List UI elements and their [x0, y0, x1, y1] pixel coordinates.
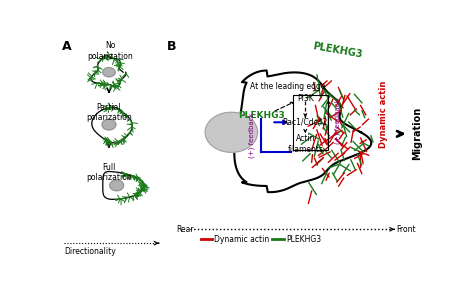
Polygon shape: [92, 107, 132, 143]
Text: Dynamic actin: Dynamic actin: [214, 235, 270, 244]
Polygon shape: [103, 68, 115, 77]
Polygon shape: [205, 112, 257, 152]
Text: PLEKHG3: PLEKHG3: [238, 111, 285, 120]
Text: A: A: [62, 40, 72, 53]
Text: PLEKHG3: PLEKHG3: [286, 235, 321, 244]
Text: PI3K: PI3K: [297, 94, 314, 103]
Text: Directionality: Directionality: [64, 247, 116, 256]
Text: Rear: Rear: [176, 225, 193, 234]
Text: No
polarization: No polarization: [88, 41, 133, 61]
Bar: [293, 94, 328, 150]
Text: Front: Front: [396, 225, 416, 234]
Text: At the leading edge: At the leading edge: [250, 81, 325, 90]
Text: B: B: [167, 40, 176, 53]
Polygon shape: [109, 180, 124, 191]
Text: PLEKHG3: PLEKHG3: [312, 41, 363, 60]
Text: Partial
polarization: Partial polarization: [86, 103, 132, 123]
Polygon shape: [102, 119, 116, 130]
Text: Actin
filaments: Actin filaments: [287, 134, 323, 153]
Text: (+) feedback: (+) feedback: [249, 113, 255, 158]
Text: Rac1/Cdc42: Rac1/Cdc42: [283, 118, 328, 127]
Text: Dynamic actin: Dynamic actin: [379, 81, 388, 148]
Text: Full
polarization: Full polarization: [86, 163, 132, 182]
Polygon shape: [103, 171, 144, 199]
Polygon shape: [234, 71, 371, 192]
Text: Migration: Migration: [412, 107, 422, 160]
Polygon shape: [91, 56, 126, 87]
Text: (+) feedback: (+) feedback: [335, 98, 341, 144]
